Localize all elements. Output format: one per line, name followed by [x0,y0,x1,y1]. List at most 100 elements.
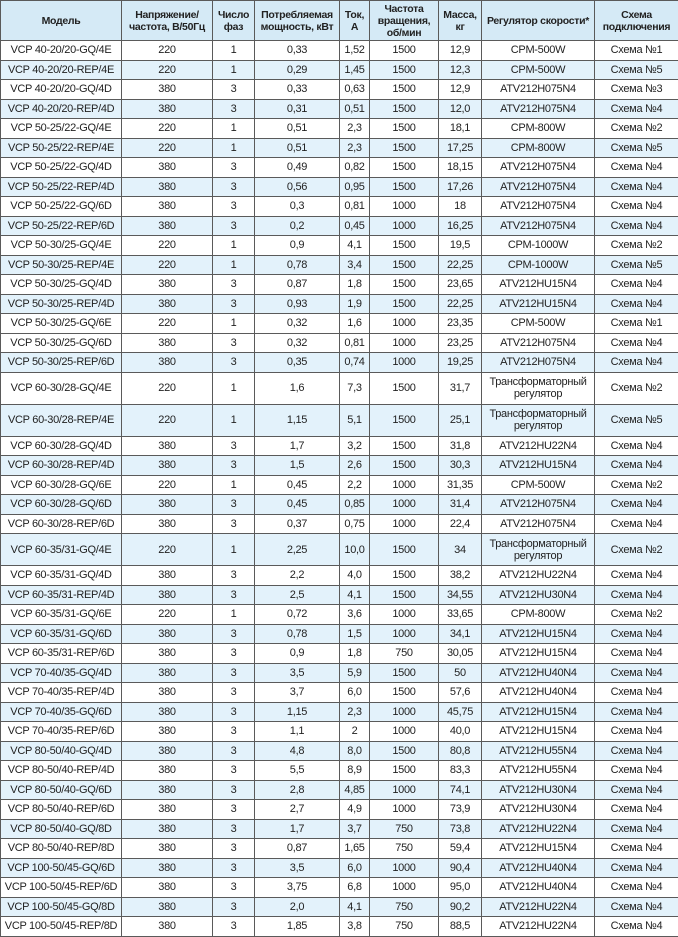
cell-power: 0,45 [255,475,340,495]
cell-model: VCP 60-35/31-GQ/4D [1,566,122,586]
header-speed: Частота вращения, об/мин [370,1,439,41]
cell-model: VCP 40-20/20-GQ/4D [1,80,122,100]
cell-speed: 1500 [370,99,439,119]
cell-mass: 23,65 [439,275,482,295]
cell-power: 5,5 [255,761,340,781]
cell-voltage: 220 [122,255,213,275]
cell-model: VCP 60-35/31-REP/6D [1,644,122,664]
cell-speed: 1000 [370,314,439,334]
cell-power: 2,8 [255,780,340,800]
cell-current: 0,95 [340,177,370,197]
cell-scheme: Схема №4 [595,436,678,456]
cell-model: VCP 50-30/25-REP/4E [1,255,122,275]
cell-power: 0,51 [255,119,340,139]
cell-speed: 1500 [370,255,439,275]
cell-power: 0,31 [255,99,340,119]
cell-phases: 3 [213,566,255,586]
cell-scheme: Схема №4 [595,197,678,217]
cell-current: 0,81 [340,197,370,217]
cell-regulator: ATV212HU15N4 [482,839,595,859]
cell-current: 2,3 [340,702,370,722]
cell-phases: 3 [213,585,255,605]
cell-scheme: Схема №4 [595,878,678,898]
cell-model: VCP 60-30/28-REP/4D [1,456,122,476]
cell-current: 5,1 [340,404,370,436]
cell-power: 2,25 [255,534,340,566]
cell-regulator: ATV212HU22N4 [482,436,595,456]
cell-regulator: ATV212H075N4 [482,353,595,373]
header-regulator: Регулятор скорости* [482,1,595,41]
header-power: Потребляемая мощность, кВт [255,1,340,41]
cell-regulator: ATV212H075N4 [482,216,595,236]
cell-mass: 31,35 [439,475,482,495]
cell-current: 2,3 [340,138,370,158]
cell-current: 4,85 [340,780,370,800]
cell-voltage: 380 [122,839,213,859]
header-current: Ток, А [340,1,370,41]
cell-speed: 1000 [370,495,439,515]
header-mass: Масса, кг [439,1,482,41]
cell-voltage: 220 [122,605,213,625]
cell-power: 3,7 [255,683,340,703]
cell-phases: 1 [213,372,255,404]
cell-scheme: Схема №4 [595,456,678,476]
cell-voltage: 380 [122,878,213,898]
cell-model: VCP 60-30/28-GQ/4E [1,372,122,404]
cell-speed: 1500 [370,80,439,100]
cell-mass: 19,5 [439,236,482,256]
cell-power: 2,0 [255,897,340,917]
cell-regulator: CPM-500W [482,314,595,334]
cell-power: 0,9 [255,644,340,664]
cell-scheme: Схема №2 [595,534,678,566]
cell-phases: 3 [213,624,255,644]
cell-mass: 50 [439,663,482,683]
cell-phases: 3 [213,177,255,197]
cell-regulator: ATV212H075N4 [482,514,595,534]
cell-mass: 19,25 [439,353,482,373]
cell-voltage: 380 [122,495,213,515]
cell-mass: 30,3 [439,456,482,476]
cell-phases: 3 [213,663,255,683]
cell-scheme: Схема №4 [595,741,678,761]
cell-regulator: CPM-800W [482,138,595,158]
cell-speed: 1000 [370,333,439,353]
cell-current: 3,2 [340,436,370,456]
cell-power: 0,32 [255,314,340,334]
cell-model: VCP 60-30/28-GQ/4D [1,436,122,456]
cell-regulator: ATV212HU22N4 [482,566,595,586]
cell-phases: 3 [213,456,255,476]
cell-power: 3,5 [255,663,340,683]
cell-phases: 1 [213,314,255,334]
cell-phases: 3 [213,353,255,373]
cell-mass: 34,55 [439,585,482,605]
header-model: Модель [1,1,122,41]
cell-mass: 22,25 [439,294,482,314]
cell-model: VCP 60-30/28-GQ/6E [1,475,122,495]
cell-regulator: ATV212H075N4 [482,80,595,100]
cell-scheme: Схема №4 [595,353,678,373]
cell-speed: 1500 [370,119,439,139]
cell-current: 2,2 [340,475,370,495]
cell-power: 0,56 [255,177,340,197]
cell-phases: 3 [213,878,255,898]
cell-voltage: 380 [122,722,213,742]
cell-model: VCP 70-40/35-REP/4D [1,683,122,703]
cell-mass: 90,4 [439,858,482,878]
cell-scheme: Схема №4 [595,858,678,878]
cell-model: VCP 60-30/28-GQ/6D [1,495,122,515]
cell-power: 0,32 [255,333,340,353]
cell-regulator: CPM-500W [482,475,595,495]
cell-phases: 1 [213,404,255,436]
cell-speed: 750 [370,897,439,917]
cell-scheme: Схема №2 [595,236,678,256]
cell-model: VCP 100-50/45-REP/8D [1,917,122,937]
cell-power: 1,7 [255,436,340,456]
cell-mass: 31,8 [439,436,482,456]
cell-mass: 34,1 [439,624,482,644]
cell-mass: 33,65 [439,605,482,625]
